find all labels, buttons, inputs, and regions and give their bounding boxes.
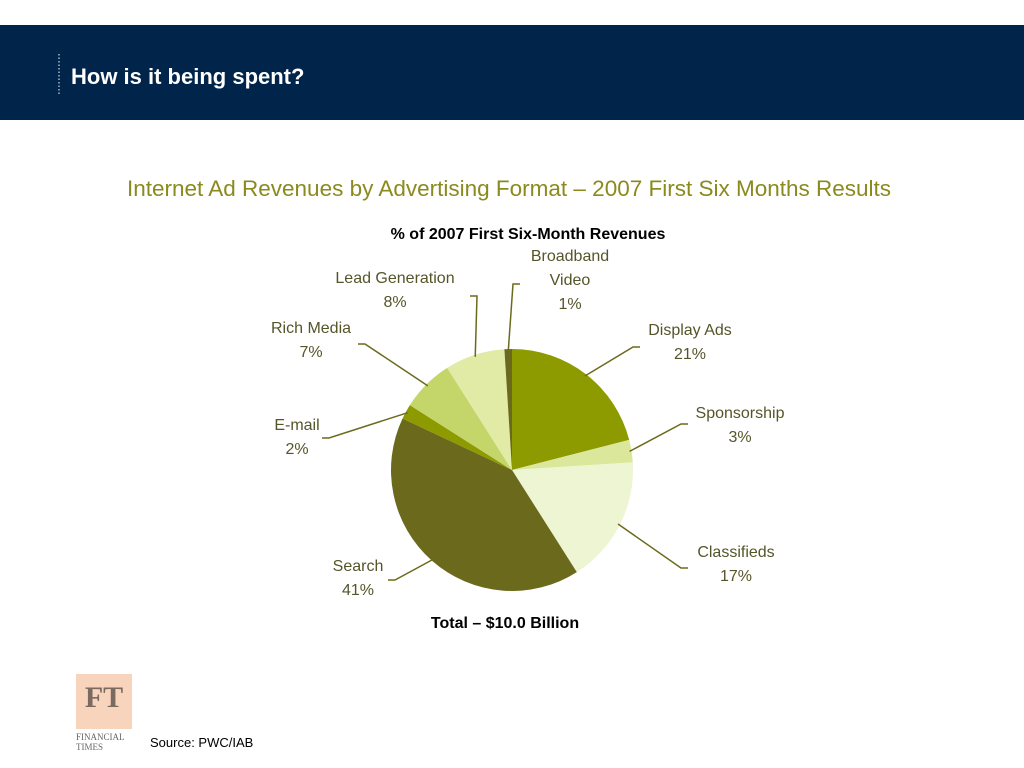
logo-mark: FT — [85, 681, 123, 714]
pie-slice — [512, 349, 630, 470]
value-label: 8% — [383, 294, 407, 311]
chart-title: Internet Ad Revenues by Advertising Form… — [127, 176, 891, 201]
pie-slice — [391, 418, 577, 591]
logo-text: TIMES — [76, 742, 103, 752]
leader-line — [388, 558, 434, 581]
leader-line — [470, 295, 478, 357]
category-label: Rich Media — [270, 320, 352, 337]
slice-label: E-mail 2% — [247, 414, 347, 462]
value-label: 3% — [728, 429, 752, 446]
header-band — [0, 25, 1024, 120]
logo-text: FINANCIAL — [76, 732, 125, 742]
slice-label: Rich Media 7% — [251, 317, 371, 365]
value-label: 17% — [719, 568, 753, 585]
slice-label: Lead Generation 8% — [315, 267, 475, 315]
leader-line — [629, 423, 688, 453]
leader-line — [322, 411, 408, 439]
pie-slice — [504, 349, 512, 470]
slice-label: Classifieds 17% — [666, 541, 806, 589]
slice-label: Display Ads 21% — [620, 319, 760, 367]
leader-line — [507, 283, 520, 352]
category-label: Lead Generation — [335, 270, 455, 287]
value-label: 7% — [299, 344, 323, 361]
total-annotation: Total – $10.0 Billion — [431, 615, 579, 632]
category-label: E-mail — [274, 417, 320, 434]
slice-label: Sponsorship 3% — [670, 402, 810, 450]
pie-slice — [402, 405, 512, 470]
value-label: 21% — [673, 346, 707, 363]
value-label: 2% — [285, 441, 309, 458]
value-label: 1% — [558, 296, 582, 313]
slice-label: Broadband Video 1% — [525, 245, 615, 317]
pie-slice — [409, 367, 512, 470]
header-title: How is it being spent? — [71, 64, 304, 89]
category-label: Display Ads — [648, 322, 732, 339]
leader-line — [584, 346, 640, 377]
category-label: Classifieds — [697, 544, 775, 561]
source-note: Source: PWC/IAB — [150, 735, 253, 750]
leader-line — [358, 343, 429, 387]
category-label: Broadband Video — [530, 248, 610, 289]
leader-line — [617, 523, 688, 569]
chart-subtitle: % of 2007 First Six-Month Revenues — [391, 226, 666, 243]
logo-box — [76, 674, 132, 729]
category-label: Sponsorship — [695, 405, 785, 422]
pie-slice — [512, 462, 633, 573]
pie-slice — [512, 439, 633, 470]
pie-slice — [447, 349, 512, 470]
slice-label: Search 41% — [298, 555, 418, 603]
value-label: 41% — [341, 582, 375, 599]
category-label: Search — [332, 558, 384, 575]
